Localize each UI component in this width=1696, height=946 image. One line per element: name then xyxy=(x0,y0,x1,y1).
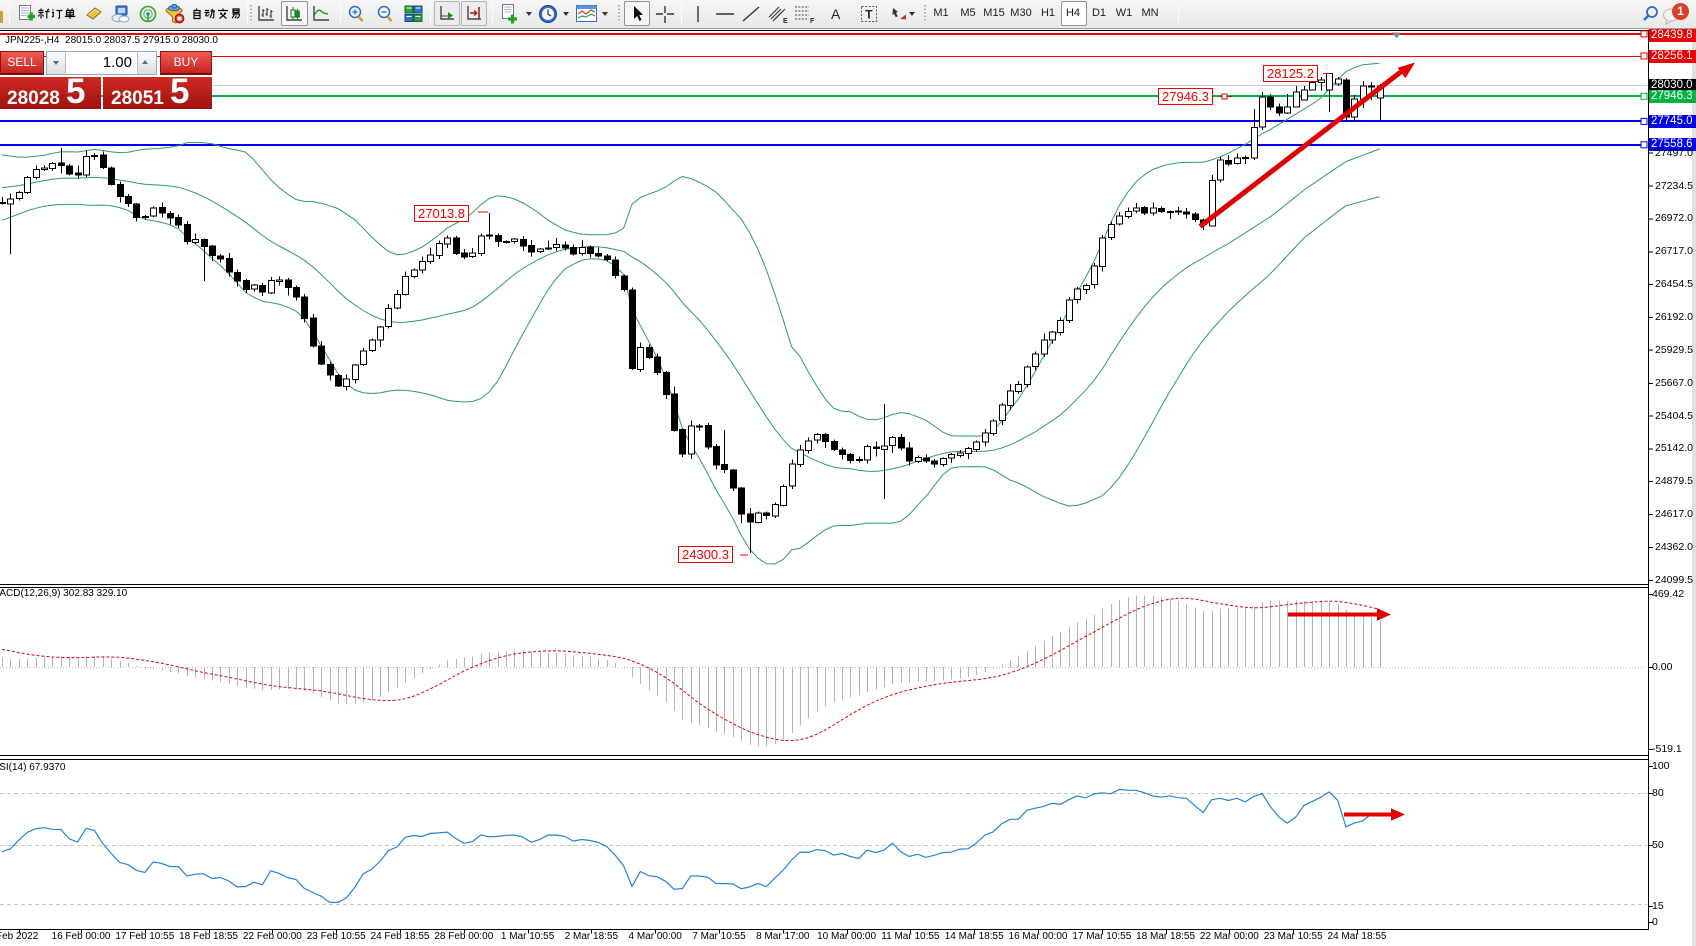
svg-text:T: T xyxy=(865,8,873,22)
svg-text:F: F xyxy=(810,18,815,24)
svg-text:E: E xyxy=(783,18,788,24)
